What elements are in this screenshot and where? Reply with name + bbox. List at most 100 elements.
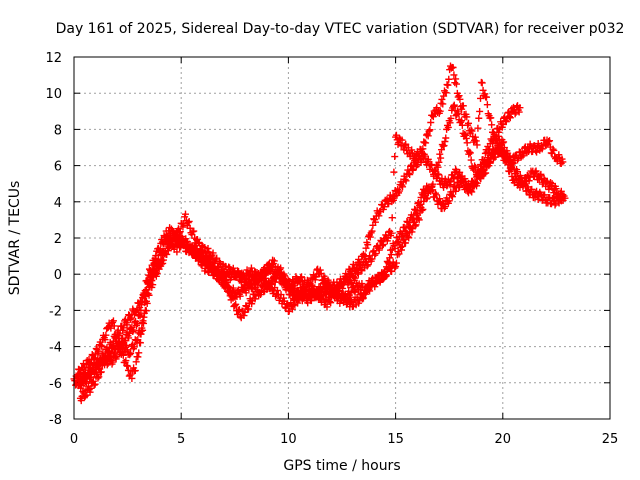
data-point (412, 221, 420, 229)
data-point (497, 147, 505, 155)
data-point (371, 218, 379, 226)
data-point (474, 124, 482, 132)
data-point (462, 182, 470, 190)
data-point (161, 247, 169, 255)
data-point (354, 296, 362, 304)
data-point (478, 79, 486, 87)
data-point (462, 134, 470, 142)
data-point (328, 285, 336, 293)
data-point (444, 81, 452, 89)
data-point (542, 141, 550, 149)
data-point (156, 246, 164, 254)
data-point (243, 266, 251, 274)
data-point (413, 206, 421, 214)
data-point (458, 117, 466, 125)
data-point (387, 251, 395, 259)
data-point (132, 358, 140, 366)
data-point (472, 163, 480, 171)
data-point (108, 344, 116, 352)
y-axis-label: SDTVAR / TECUs (7, 181, 23, 296)
data-point (461, 130, 469, 138)
data-point (287, 286, 295, 294)
data-point (190, 245, 198, 253)
data-point (506, 113, 513, 121)
data-point (380, 274, 388, 282)
data-point (424, 155, 432, 163)
data-point (358, 280, 366, 288)
data-point (456, 168, 464, 176)
data-point (486, 159, 494, 167)
data-points (70, 62, 569, 405)
data-point (326, 297, 334, 305)
data-point (354, 270, 362, 278)
data-point (160, 256, 168, 264)
y-tick-label: 12 (45, 51, 62, 66)
data-point (378, 269, 386, 277)
chart-title: Day 161 of 2025, Sidereal Day-to-day VTE… (56, 21, 625, 37)
data-point (126, 371, 134, 379)
data-point (543, 177, 551, 185)
data-point (425, 127, 433, 135)
data-point (476, 173, 484, 181)
data-point (127, 314, 135, 322)
data-point (133, 320, 141, 328)
data-point (472, 137, 480, 145)
data-point (537, 190, 545, 198)
data-point (171, 236, 179, 244)
data-point (270, 257, 278, 265)
data-point (441, 203, 449, 211)
data-point (236, 292, 244, 300)
data-point (105, 349, 113, 357)
data-point (388, 214, 396, 222)
data-point (401, 175, 409, 183)
x-tick-label: 5 (177, 432, 185, 447)
data-point (125, 334, 133, 342)
data-point (371, 251, 379, 259)
data-point (111, 353, 119, 361)
data-point (398, 136, 406, 144)
data-point (536, 172, 544, 180)
data-point (232, 300, 240, 308)
data-point (366, 287, 374, 295)
data-point (307, 297, 315, 305)
data-point (435, 158, 443, 166)
data-point (391, 264, 399, 272)
data-point (387, 229, 395, 237)
data-point (90, 381, 98, 389)
data-point (124, 362, 132, 370)
data-point (82, 378, 90, 386)
data-point (297, 274, 305, 282)
data-point (398, 181, 406, 189)
data-point (454, 109, 462, 117)
data-point (325, 278, 333, 286)
data-point (245, 271, 253, 279)
data-point (167, 234, 175, 242)
data-point (443, 182, 451, 190)
data-point (450, 71, 458, 79)
data-point (109, 318, 117, 326)
data-point (82, 379, 90, 387)
data-point (469, 183, 477, 191)
data-point (415, 216, 423, 224)
data-point (109, 343, 117, 351)
data-point (473, 179, 481, 187)
data-point (452, 80, 460, 88)
data-point (134, 336, 142, 344)
data-point (213, 254, 221, 262)
data-point (436, 195, 444, 203)
data-point (525, 144, 533, 152)
data-point (183, 238, 191, 246)
data-point (514, 168, 522, 176)
data-point (523, 149, 531, 157)
data-point (421, 191, 429, 199)
data-point (288, 286, 296, 294)
data-point (388, 198, 396, 206)
data-point (456, 183, 464, 191)
y-tick-label: 0 (54, 268, 62, 283)
data-point (376, 278, 384, 286)
data-point (87, 373, 95, 381)
data-point (392, 131, 400, 139)
data-point (97, 368, 105, 376)
data-point (371, 283, 379, 291)
